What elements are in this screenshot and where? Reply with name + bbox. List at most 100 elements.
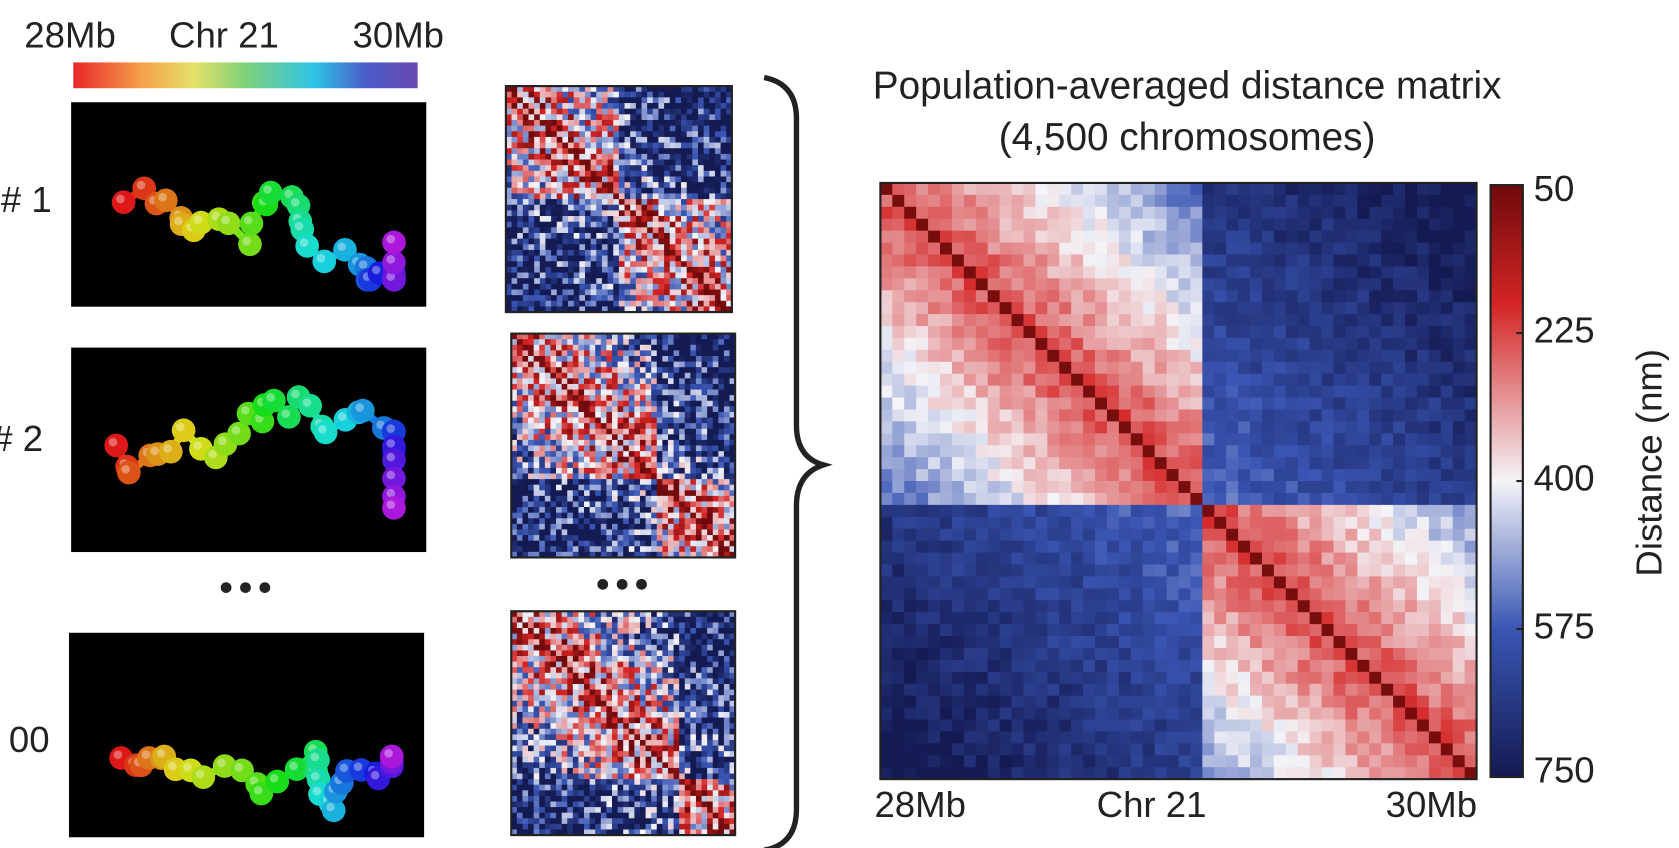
heat-cell (729, 434, 736, 441)
heat-cell (639, 633, 647, 640)
heat-cell (1416, 206, 1430, 220)
heat-cell (880, 218, 893, 232)
heat-cell (667, 518, 674, 525)
heat-cell (568, 91, 575, 98)
heat-cell (690, 333, 697, 340)
heat-cell (600, 756, 607, 763)
heat-cell (729, 507, 736, 514)
heat-cell (511, 355, 518, 363)
heat-cell (1238, 194, 1251, 208)
heat-cell (667, 745, 674, 752)
heat-cell (551, 216, 558, 223)
heat-cell (641, 300, 648, 307)
heat-cell (595, 784, 602, 791)
heat-cell (701, 639, 708, 646)
heat-cell (692, 238, 699, 245)
heat-cell (517, 272, 524, 279)
heat-cell (567, 700, 574, 707)
heatmap (510, 610, 737, 837)
heat-cell (695, 773, 702, 780)
heat-cell (579, 153, 586, 160)
heat-cell (578, 479, 585, 486)
heat-cell (522, 261, 529, 268)
heat-cell (726, 238, 733, 245)
heat-cell (584, 255, 592, 262)
heat-cell (684, 795, 691, 802)
heat-cell (584, 417, 591, 424)
heat-cell (662, 523, 669, 530)
heat-cell (630, 272, 637, 279)
heat-cell (695, 762, 702, 769)
heat-cell (669, 176, 676, 183)
heat-cell (1261, 206, 1275, 220)
heat-cell (556, 767, 563, 774)
heat-cell (528, 417, 535, 424)
heat-cell (712, 661, 719, 668)
heat-cell (589, 739, 596, 746)
heat-cell (572, 650, 579, 657)
heat-cell (623, 823, 630, 830)
heat-cell (606, 639, 613, 646)
heat-cell (720, 125, 727, 132)
heat-cell (624, 159, 631, 166)
heat-cell (634, 456, 641, 463)
heat-cell (667, 807, 674, 814)
heat-cell (679, 507, 686, 514)
heat-cell (539, 678, 546, 685)
heat-cell (584, 823, 591, 830)
heat-cell (628, 523, 635, 530)
heat-cell (651, 683, 658, 691)
heat-cell (635, 221, 642, 228)
heat-cell (613, 148, 620, 155)
heat-cell (714, 289, 722, 296)
heat-cell (539, 507, 546, 514)
heat-cell (669, 148, 676, 155)
heat-cell (634, 378, 641, 385)
heat-cell (601, 232, 609, 240)
heat-cell (718, 423, 725, 430)
heat-cell (534, 300, 541, 307)
heat-cell (651, 423, 658, 430)
heat-cell (624, 283, 631, 290)
heat-cell (556, 350, 563, 357)
heat-cell (667, 751, 674, 758)
heat-cell (1035, 218, 1048, 232)
heat-cell (634, 400, 641, 407)
heat-cell (729, 650, 736, 657)
heat-cell (572, 633, 579, 640)
heat-cell (707, 507, 714, 514)
heat-cell (511, 361, 518, 368)
heat-cell (726, 261, 733, 268)
heat-cell (511, 512, 518, 519)
heat-cell (697, 165, 705, 172)
heat-cell (729, 551, 736, 558)
heat-cell (652, 227, 659, 234)
heat-cell (647, 300, 654, 307)
heat-cell (613, 238, 620, 245)
heat-cell (550, 428, 557, 435)
heat-cell (628, 628, 635, 635)
heat-cell (681, 278, 688, 285)
heat-cell (628, 428, 635, 435)
heat-cell (690, 417, 697, 424)
heat-cell (669, 283, 676, 290)
heat-cell (579, 289, 586, 296)
heat-cell (522, 238, 529, 245)
heat-cell (712, 751, 719, 758)
heat-cell (634, 728, 641, 735)
heat-cell (634, 773, 641, 780)
heat-cell (664, 272, 671, 279)
heat-cell (1106, 194, 1120, 208)
heat-cell (511, 238, 518, 245)
heat-cell (584, 367, 591, 374)
heat-cell (606, 795, 613, 802)
heat-cell (613, 249, 620, 257)
heat-cell (718, 462, 725, 469)
heat-cell (584, 700, 591, 707)
heat-cell (516, 529, 523, 536)
heat-cell (544, 829, 551, 836)
heat-cell (612, 683, 619, 691)
heat-cell (647, 193, 654, 200)
heat-cell (516, 633, 523, 640)
heat-cell (651, 672, 658, 679)
